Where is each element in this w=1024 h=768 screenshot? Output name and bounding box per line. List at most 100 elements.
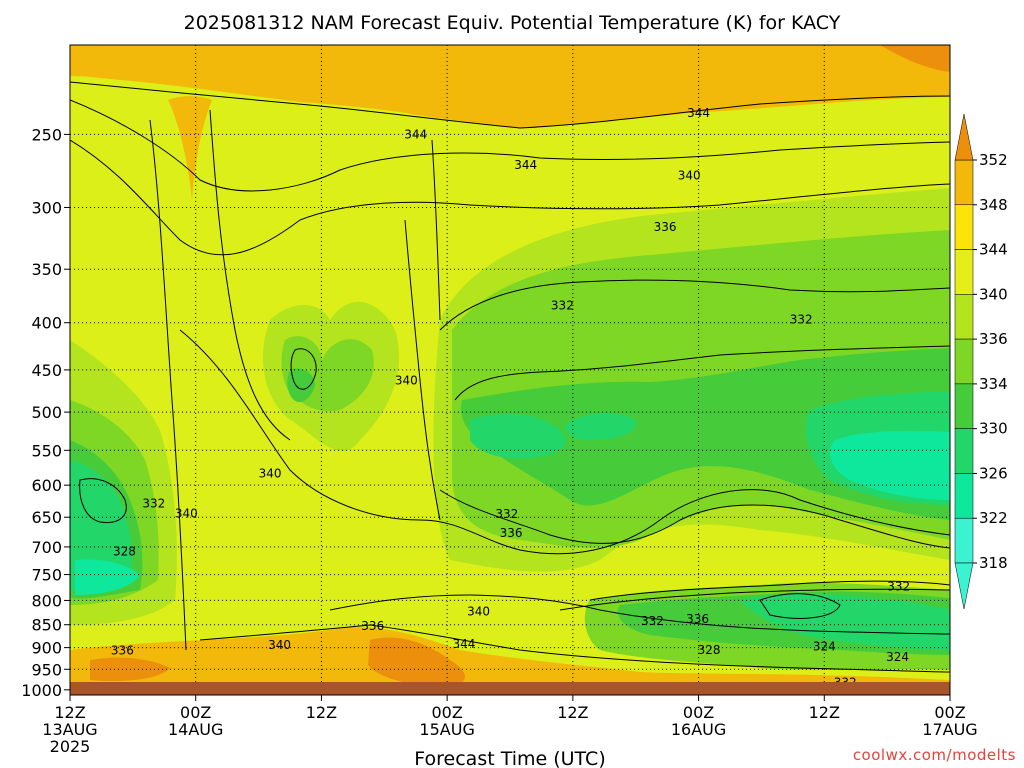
- contour-label: 340: [395, 373, 418, 387]
- contour-label: 336: [654, 220, 677, 234]
- plot-area: 344 344 344 340 336 332 332 340 340 332 340 328 332 3…: [70, 45, 950, 695]
- colorbar-label: 330: [979, 420, 1008, 438]
- x-tick-label: 13AUG: [42, 720, 97, 739]
- x-tick-label: 17AUG: [922, 720, 977, 739]
- y-axis: 250 300 350 400 450 500 550 600 650 700 750 800 850 9…: [21, 125, 70, 700]
- x-tick-label: 00Z: [683, 703, 714, 722]
- colorbar: 352 348 344 340 336 334 330 326 322 318: [954, 113, 1008, 610]
- y-tick-label: 900: [31, 639, 62, 658]
- contour-label: 328: [698, 643, 721, 657]
- colorbar-bottom-arrow: [954, 562, 974, 610]
- y-tick-label: 950: [31, 660, 62, 679]
- contour-332-low: [589, 580, 950, 601]
- y-tick-label: 450: [31, 361, 62, 380]
- colorbar-segment: [954, 383, 974, 429]
- contour-vertical-3: [404, 219, 441, 521]
- colorbar-segment: [954, 428, 974, 474]
- colorbar-label: 352: [979, 151, 1008, 169]
- colorbar-label: 322: [979, 509, 1008, 527]
- y-tick-label: 800: [31, 591, 62, 610]
- contour-label: 332: [551, 298, 574, 312]
- contour-332-upper: [439, 279, 950, 331]
- credit-text: coolwx.com/modelts: [853, 746, 1016, 764]
- colorbar-label: 340: [979, 285, 1008, 303]
- colorbar-segment: [954, 249, 974, 295]
- x-tick-label: 16AUG: [671, 720, 726, 739]
- contour-label: 332: [641, 614, 664, 628]
- contour-340-mid: [179, 329, 950, 555]
- y-tick-label: 750: [31, 566, 62, 585]
- colorbar-label: 344: [979, 241, 1008, 259]
- y-tick-label: 500: [31, 403, 62, 422]
- contour-340-low: [329, 594, 950, 635]
- contour-label: 324: [886, 650, 909, 664]
- x-tick-label: 00Z: [180, 703, 211, 722]
- y-tick-label: 1000: [21, 681, 62, 700]
- x-tick-label: 12Z: [809, 703, 840, 722]
- x-tick-label: 12Z: [54, 703, 85, 722]
- contour-label: 344: [452, 637, 475, 651]
- contour-label: 332: [790, 313, 813, 327]
- contour-label: 340: [268, 638, 291, 652]
- contour-right-swirl: [759, 593, 841, 619]
- colorbar-segment: [954, 294, 974, 340]
- contour-label: 344: [514, 158, 537, 172]
- x-tick-label: 2025: [50, 737, 91, 756]
- y-tick-label: 850: [31, 616, 62, 635]
- colorbar-label: 334: [979, 375, 1008, 393]
- x-tick-label: 12Z: [557, 703, 588, 722]
- field-left-green-326: [70, 460, 133, 590]
- colorbar-top-arrow: [954, 113, 974, 161]
- contour-332-mid: [454, 345, 950, 401]
- contour-340-upper: [70, 99, 950, 192]
- field-low-right-green-326: [740, 594, 950, 650]
- contour-lines: [70, 81, 950, 673]
- contour-label: 324: [813, 639, 836, 653]
- y-tick-label: 350: [31, 260, 62, 279]
- contour-label: 340: [467, 604, 490, 618]
- field-surface-orange: [70, 627, 950, 695]
- colorbar-segment: [954, 338, 974, 385]
- colorbar-label: 336: [979, 330, 1008, 348]
- field-surface-deep-orange: [368, 637, 465, 687]
- contour-mid-swirl: [290, 348, 317, 390]
- contour-vertical-2: [209, 109, 291, 441]
- field-mid-green-326: [287, 368, 315, 403]
- field-green-322: [830, 430, 950, 500]
- y-tick-label: 550: [31, 441, 62, 460]
- grid-lines: [70, 45, 950, 695]
- x-tick-label: 12Z: [306, 703, 337, 722]
- field-upper-orange-tongue: [168, 96, 212, 200]
- contour-left-swirl: [79, 478, 127, 524]
- x-tick-label: 15AUG: [419, 720, 474, 739]
- field-upper-deep-orange: [880, 45, 950, 72]
- x-tick-label: 00Z: [431, 703, 462, 722]
- field-green-326a: [470, 414, 566, 459]
- contour-label: 340: [259, 467, 282, 481]
- contour-vertical-1: [149, 119, 187, 651]
- field-left-green-322: [75, 559, 140, 595]
- contour-label: 344: [687, 106, 710, 120]
- y-tick-label: 650: [31, 508, 62, 527]
- contour-344-low: [199, 624, 950, 673]
- contour-344-upper: [70, 81, 950, 129]
- y-tick-label: 600: [31, 476, 62, 495]
- contour-label: 336: [500, 526, 523, 540]
- y-tick-label: 400: [31, 314, 62, 333]
- contour-label: 332: [142, 496, 165, 510]
- contour-vertical-4: [431, 139, 441, 321]
- x-tick-label: 14AUG: [168, 720, 223, 739]
- x-tick-label: 00Z: [934, 703, 965, 722]
- colorbar-label: 348: [979, 196, 1008, 214]
- chart-title: 2025081312 NAM Forecast Equiv. Potential…: [184, 12, 841, 34]
- y-tick-label: 300: [31, 198, 62, 217]
- colorbar-segment: [954, 204, 974, 250]
- contour-label: 332: [495, 507, 518, 521]
- contour-label: 340: [175, 507, 198, 521]
- contour-label: 336: [361, 619, 384, 633]
- ground-strip: [70, 682, 950, 695]
- contour-label: 344: [404, 127, 427, 141]
- contour-label: 328: [113, 544, 136, 558]
